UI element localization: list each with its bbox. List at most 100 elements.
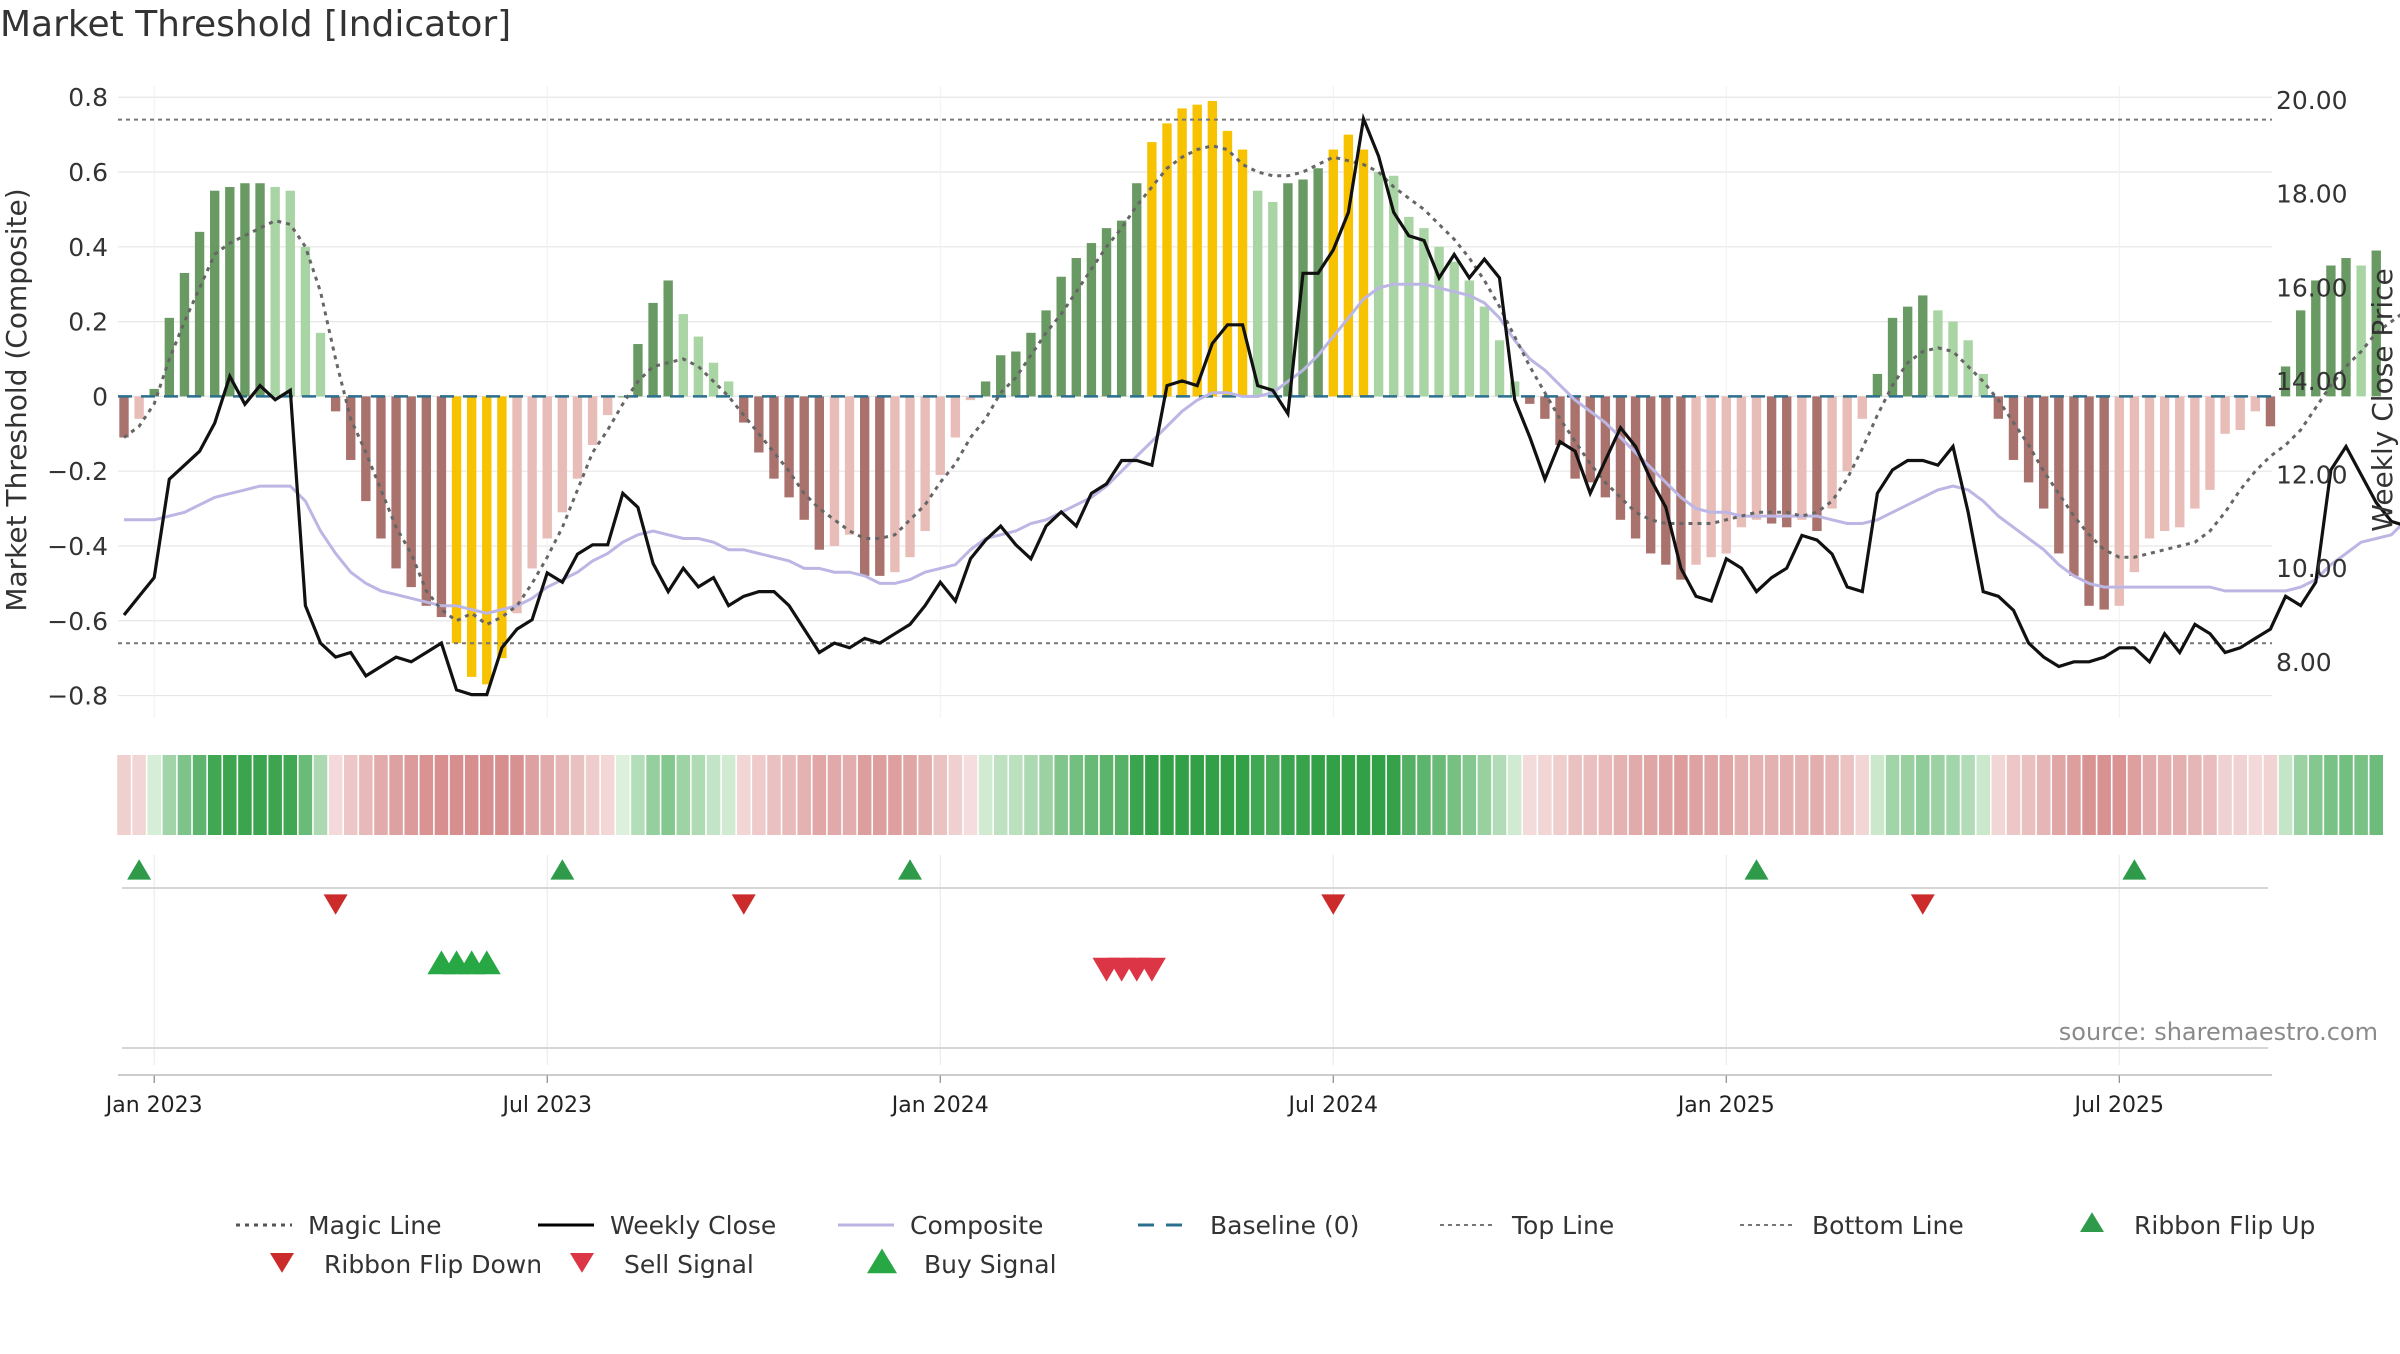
- composite-bar: [1902, 306, 1913, 397]
- ribbon-cell: [1341, 755, 1356, 835]
- composite-bar: [1041, 310, 1051, 397]
- ribbon-cell: [162, 755, 177, 835]
- composite-bar: [965, 396, 976, 401]
- composite-bar: [2023, 396, 2034, 483]
- ribbon-cell: [1643, 755, 1658, 835]
- ribbon-cell: [903, 755, 917, 835]
- ribbon-cell: [1371, 755, 1386, 835]
- ribbon-cell: [419, 755, 434, 835]
- legend-item: Buy Signal: [867, 1248, 1057, 1279]
- composite-bar: [346, 396, 356, 460]
- composite-bar: [482, 396, 492, 685]
- ribbon-cell: [343, 755, 358, 835]
- composite-bar: [1691, 396, 1701, 565]
- composite-bar: [1993, 396, 2004, 419]
- composite-bar: [391, 396, 401, 569]
- ribbon-cell: [2021, 755, 2036, 835]
- ribbon-cell: [510, 755, 524, 835]
- ribbon-cell: [2188, 755, 2202, 835]
- ribbon-cell: [2036, 755, 2051, 835]
- chart-title: Market Threshold [Indicator]: [0, 4, 512, 45]
- composite-bar: [1147, 142, 1157, 397]
- legend-item: Composite: [838, 1211, 1043, 1240]
- ribbon-cell: [2112, 755, 2127, 835]
- ribbon-cell: [1296, 755, 1310, 835]
- composite-bar: [119, 396, 129, 438]
- composite-bar: [799, 396, 809, 520]
- ribbon-cell: [1507, 755, 1522, 835]
- composite-bar: [1222, 130, 1233, 397]
- composite-bar: [2144, 396, 2155, 539]
- ribbon-cell: [918, 755, 932, 835]
- ribbon-cell: [857, 755, 872, 835]
- ribbon-cell: [782, 755, 796, 835]
- ribbon-layer: [117, 755, 2384, 835]
- ribbon-cell: [1281, 755, 1295, 835]
- composite-bar: [905, 396, 915, 558]
- composite-bar: [829, 396, 840, 546]
- legend-item: Ribbon Flip Down: [270, 1250, 542, 1279]
- legend-swatch: [2080, 1212, 2104, 1232]
- composite-bar: [1706, 396, 1716, 558]
- legend: Magic Line Weekly Close Composite Baseline …: [236, 1211, 2315, 1279]
- line-layer: [118, 112, 2400, 697]
- composite-bar: [2129, 396, 2140, 573]
- ribbon-flip-up-marker: [127, 859, 152, 880]
- y-tick-right: 16.00: [2276, 273, 2348, 302]
- ribbon-cell: [1976, 755, 1990, 835]
- composite-bar: [648, 302, 658, 397]
- composite-bar: [2039, 396, 2049, 509]
- composite-bar: [633, 344, 643, 397]
- ribbon-cell: [1492, 755, 1507, 835]
- legend-label: Baseline (0): [1210, 1211, 1359, 1240]
- composite-bar: [1192, 104, 1202, 397]
- ribbon-cell: [207, 755, 222, 835]
- ribbon-cell: [1432, 755, 1446, 835]
- composite-bar: [1842, 396, 1852, 472]
- legend-label: Ribbon Flip Up: [2134, 1211, 2315, 1240]
- ribbon-cell: [1734, 755, 1749, 835]
- composite-bar: [1948, 321, 1958, 397]
- composite-bar: [1721, 396, 1731, 554]
- composite-bar: [1887, 317, 1898, 397]
- x-tick-label: Jul 2025: [2073, 1093, 2165, 1118]
- ribbon-cell: [2052, 755, 2066, 835]
- composite-bar: [134, 396, 144, 419]
- legend-item: Sell Signal: [570, 1250, 754, 1279]
- composite-bar: [300, 246, 311, 397]
- ribbon-cell: [1009, 755, 1023, 835]
- ribbon-cell: [1054, 755, 1068, 835]
- ribbon-cell: [2218, 755, 2232, 835]
- legend-label: Weekly Close: [610, 1211, 776, 1240]
- legend-label: Magic Line: [308, 1211, 442, 1240]
- ribbon-cell: [1220, 755, 1235, 835]
- composite-bar: [225, 186, 235, 397]
- composite-bar: [739, 396, 749, 423]
- composite-bar: [1132, 183, 1142, 397]
- ribbon-cell: [1885, 755, 1900, 835]
- legend-item: Magic Line: [236, 1211, 442, 1240]
- ribbon-cell: [2097, 755, 2111, 835]
- composite-bar: [1116, 220, 1127, 397]
- composite-bar: [2220, 396, 2230, 434]
- composite-bar: [2175, 396, 2185, 528]
- ribbon-cell: [631, 755, 645, 835]
- ribbon-cell: [1024, 755, 1038, 835]
- composite-bar: [950, 396, 961, 438]
- ribbon-cell: [1704, 755, 1718, 835]
- ribbon-cell: [2278, 755, 2293, 835]
- composite-bar: [2341, 258, 2351, 397]
- ribbon-cell: [1205, 755, 1220, 835]
- ribbon-cell: [540, 755, 554, 835]
- composite-bar: [1268, 201, 1278, 397]
- x-tick-label: Jan 2024: [890, 1093, 989, 1118]
- ribbon-cell: [933, 755, 948, 835]
- ribbon-cell: [963, 755, 978, 835]
- composite-bar: [2159, 396, 2170, 532]
- ribbon-cell: [1099, 755, 1114, 835]
- ribbon-cell: [2248, 755, 2263, 835]
- composite-bar: [1978, 373, 1988, 397]
- y-tick-left: −0.8: [47, 682, 108, 711]
- ribbon-cell: [2233, 755, 2247, 835]
- ribbon-flip-down-marker: [323, 894, 348, 915]
